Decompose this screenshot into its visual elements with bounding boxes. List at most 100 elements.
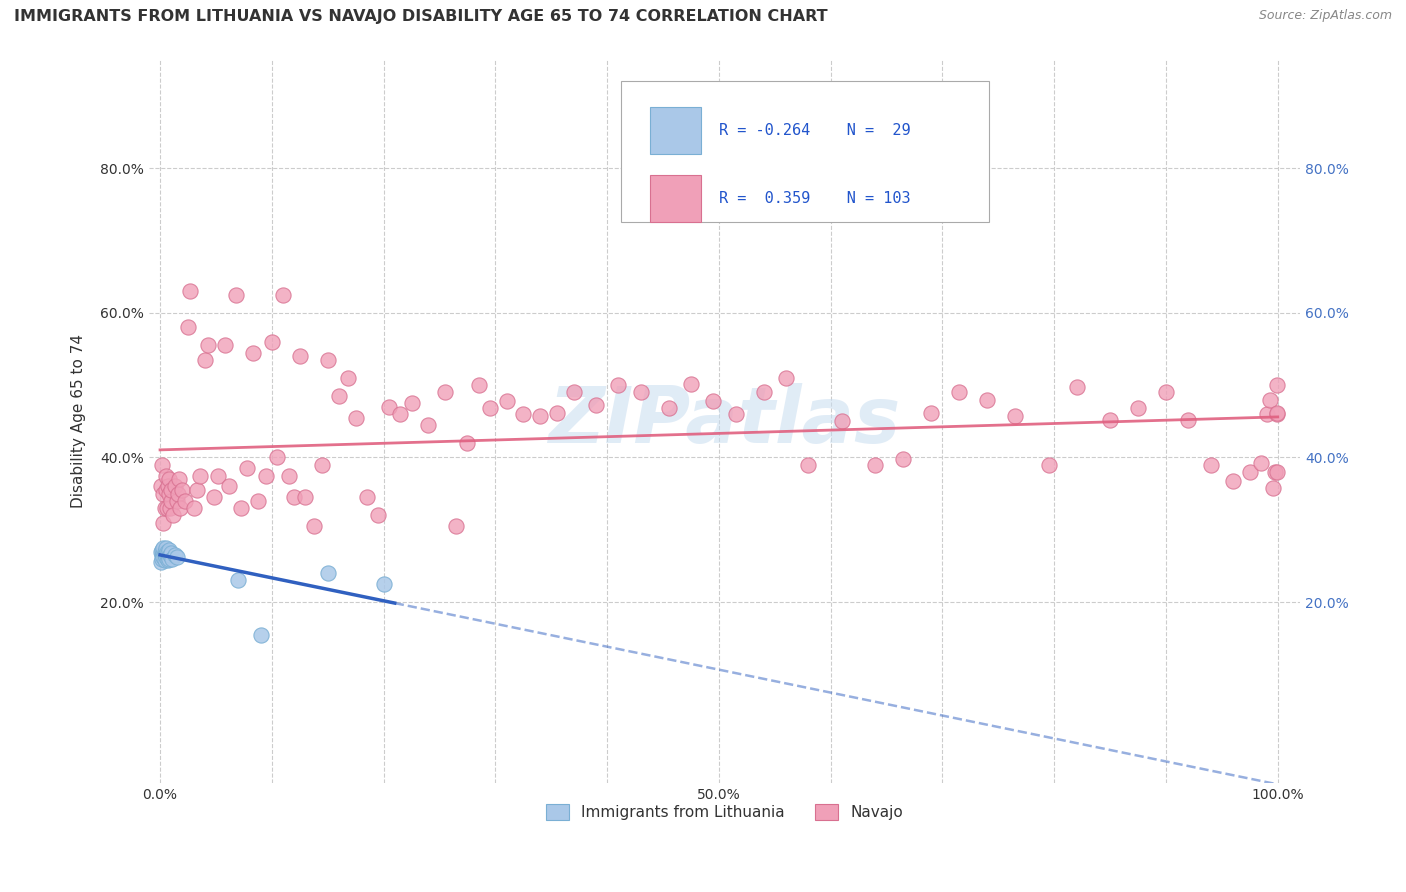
- Point: [183, 501, 205, 516]
- Point: [1265, 465, 1288, 479]
- Point: [378, 400, 401, 414]
- Point: [152, 516, 174, 530]
- Point: [373, 577, 395, 591]
- Point: [976, 392, 998, 407]
- Y-axis label: Disability Age 65 to 74: Disability Age 65 to 74: [72, 334, 86, 508]
- Point: [1250, 456, 1272, 470]
- Point: [157, 472, 180, 486]
- Point: [344, 410, 367, 425]
- FancyBboxPatch shape: [650, 176, 702, 222]
- Point: [546, 406, 568, 420]
- Legend: Immigrants from Lithuania, Navajo: Immigrants from Lithuania, Navajo: [540, 797, 910, 826]
- Point: [311, 458, 333, 472]
- Point: [679, 376, 702, 391]
- Point: [160, 494, 183, 508]
- Point: [948, 385, 970, 400]
- Point: [160, 546, 183, 560]
- Point: [512, 407, 534, 421]
- Point: [1099, 413, 1122, 427]
- Point: [202, 490, 225, 504]
- Point: [283, 490, 305, 504]
- Point: [150, 543, 173, 558]
- Point: [166, 550, 188, 565]
- Point: [188, 468, 211, 483]
- Point: [316, 352, 339, 367]
- Point: [162, 508, 184, 523]
- Point: [1263, 481, 1285, 495]
- Point: [920, 406, 942, 420]
- Point: [467, 378, 489, 392]
- Point: [194, 352, 217, 367]
- Point: [207, 468, 229, 483]
- Point: [831, 414, 853, 428]
- Point: [1038, 458, 1060, 472]
- Point: [752, 385, 775, 400]
- Point: [630, 385, 652, 400]
- Point: [153, 501, 176, 516]
- Point: [1264, 465, 1286, 479]
- Text: IMMIGRANTS FROM LITHUANIA VS NAVAJO DISABILITY AGE 65 TO 74 CORRELATION CHART: IMMIGRANTS FROM LITHUANIA VS NAVAJO DISA…: [14, 9, 828, 24]
- Text: Source: ZipAtlas.com: Source: ZipAtlas.com: [1258, 9, 1392, 22]
- Point: [152, 550, 174, 565]
- Point: [167, 472, 190, 486]
- Point: [152, 541, 174, 555]
- Point: [172, 483, 194, 497]
- Point: [367, 508, 389, 523]
- Point: [1265, 378, 1288, 392]
- Point: [724, 407, 747, 421]
- Point: [271, 287, 294, 301]
- Point: [157, 486, 180, 500]
- Point: [150, 479, 173, 493]
- Point: [401, 396, 423, 410]
- Point: [1265, 407, 1288, 421]
- Point: [163, 548, 186, 562]
- Point: [179, 284, 201, 298]
- Point: [155, 483, 177, 497]
- Point: [157, 543, 180, 558]
- Point: [242, 345, 264, 359]
- Point: [152, 486, 174, 500]
- Point: [865, 458, 887, 472]
- Point: [585, 398, 607, 412]
- Point: [336, 371, 359, 385]
- Point: [288, 349, 311, 363]
- Point: [163, 479, 186, 493]
- Point: [226, 574, 249, 588]
- Point: [1177, 413, 1199, 427]
- Point: [254, 468, 277, 483]
- Point: [1004, 409, 1026, 423]
- Point: [153, 553, 176, 567]
- FancyBboxPatch shape: [650, 107, 702, 153]
- Point: [197, 338, 219, 352]
- Point: [444, 519, 467, 533]
- Point: [155, 546, 177, 560]
- Point: [260, 334, 283, 349]
- Point: [294, 490, 316, 504]
- Point: [356, 490, 378, 504]
- Text: ZIPatlas: ZIPatlas: [548, 384, 901, 459]
- Point: [1265, 406, 1288, 420]
- Point: [177, 320, 200, 334]
- Point: [150, 551, 173, 566]
- Point: [456, 436, 478, 450]
- Point: [658, 401, 681, 416]
- Point: [186, 483, 208, 497]
- Point: [702, 394, 724, 409]
- Point: [266, 450, 288, 465]
- Point: [155, 550, 177, 565]
- Point: [150, 458, 173, 472]
- Point: [1222, 474, 1244, 488]
- Point: [157, 551, 180, 566]
- Point: [156, 548, 179, 562]
- Point: [173, 494, 195, 508]
- Point: [891, 452, 914, 467]
- Point: [166, 494, 188, 508]
- Point: [156, 546, 179, 560]
- Point: [247, 494, 270, 508]
- Point: [218, 479, 240, 493]
- Point: [1258, 392, 1281, 407]
- Point: [153, 548, 176, 562]
- Point: [156, 501, 179, 516]
- Point: [249, 628, 271, 642]
- Point: [156, 553, 179, 567]
